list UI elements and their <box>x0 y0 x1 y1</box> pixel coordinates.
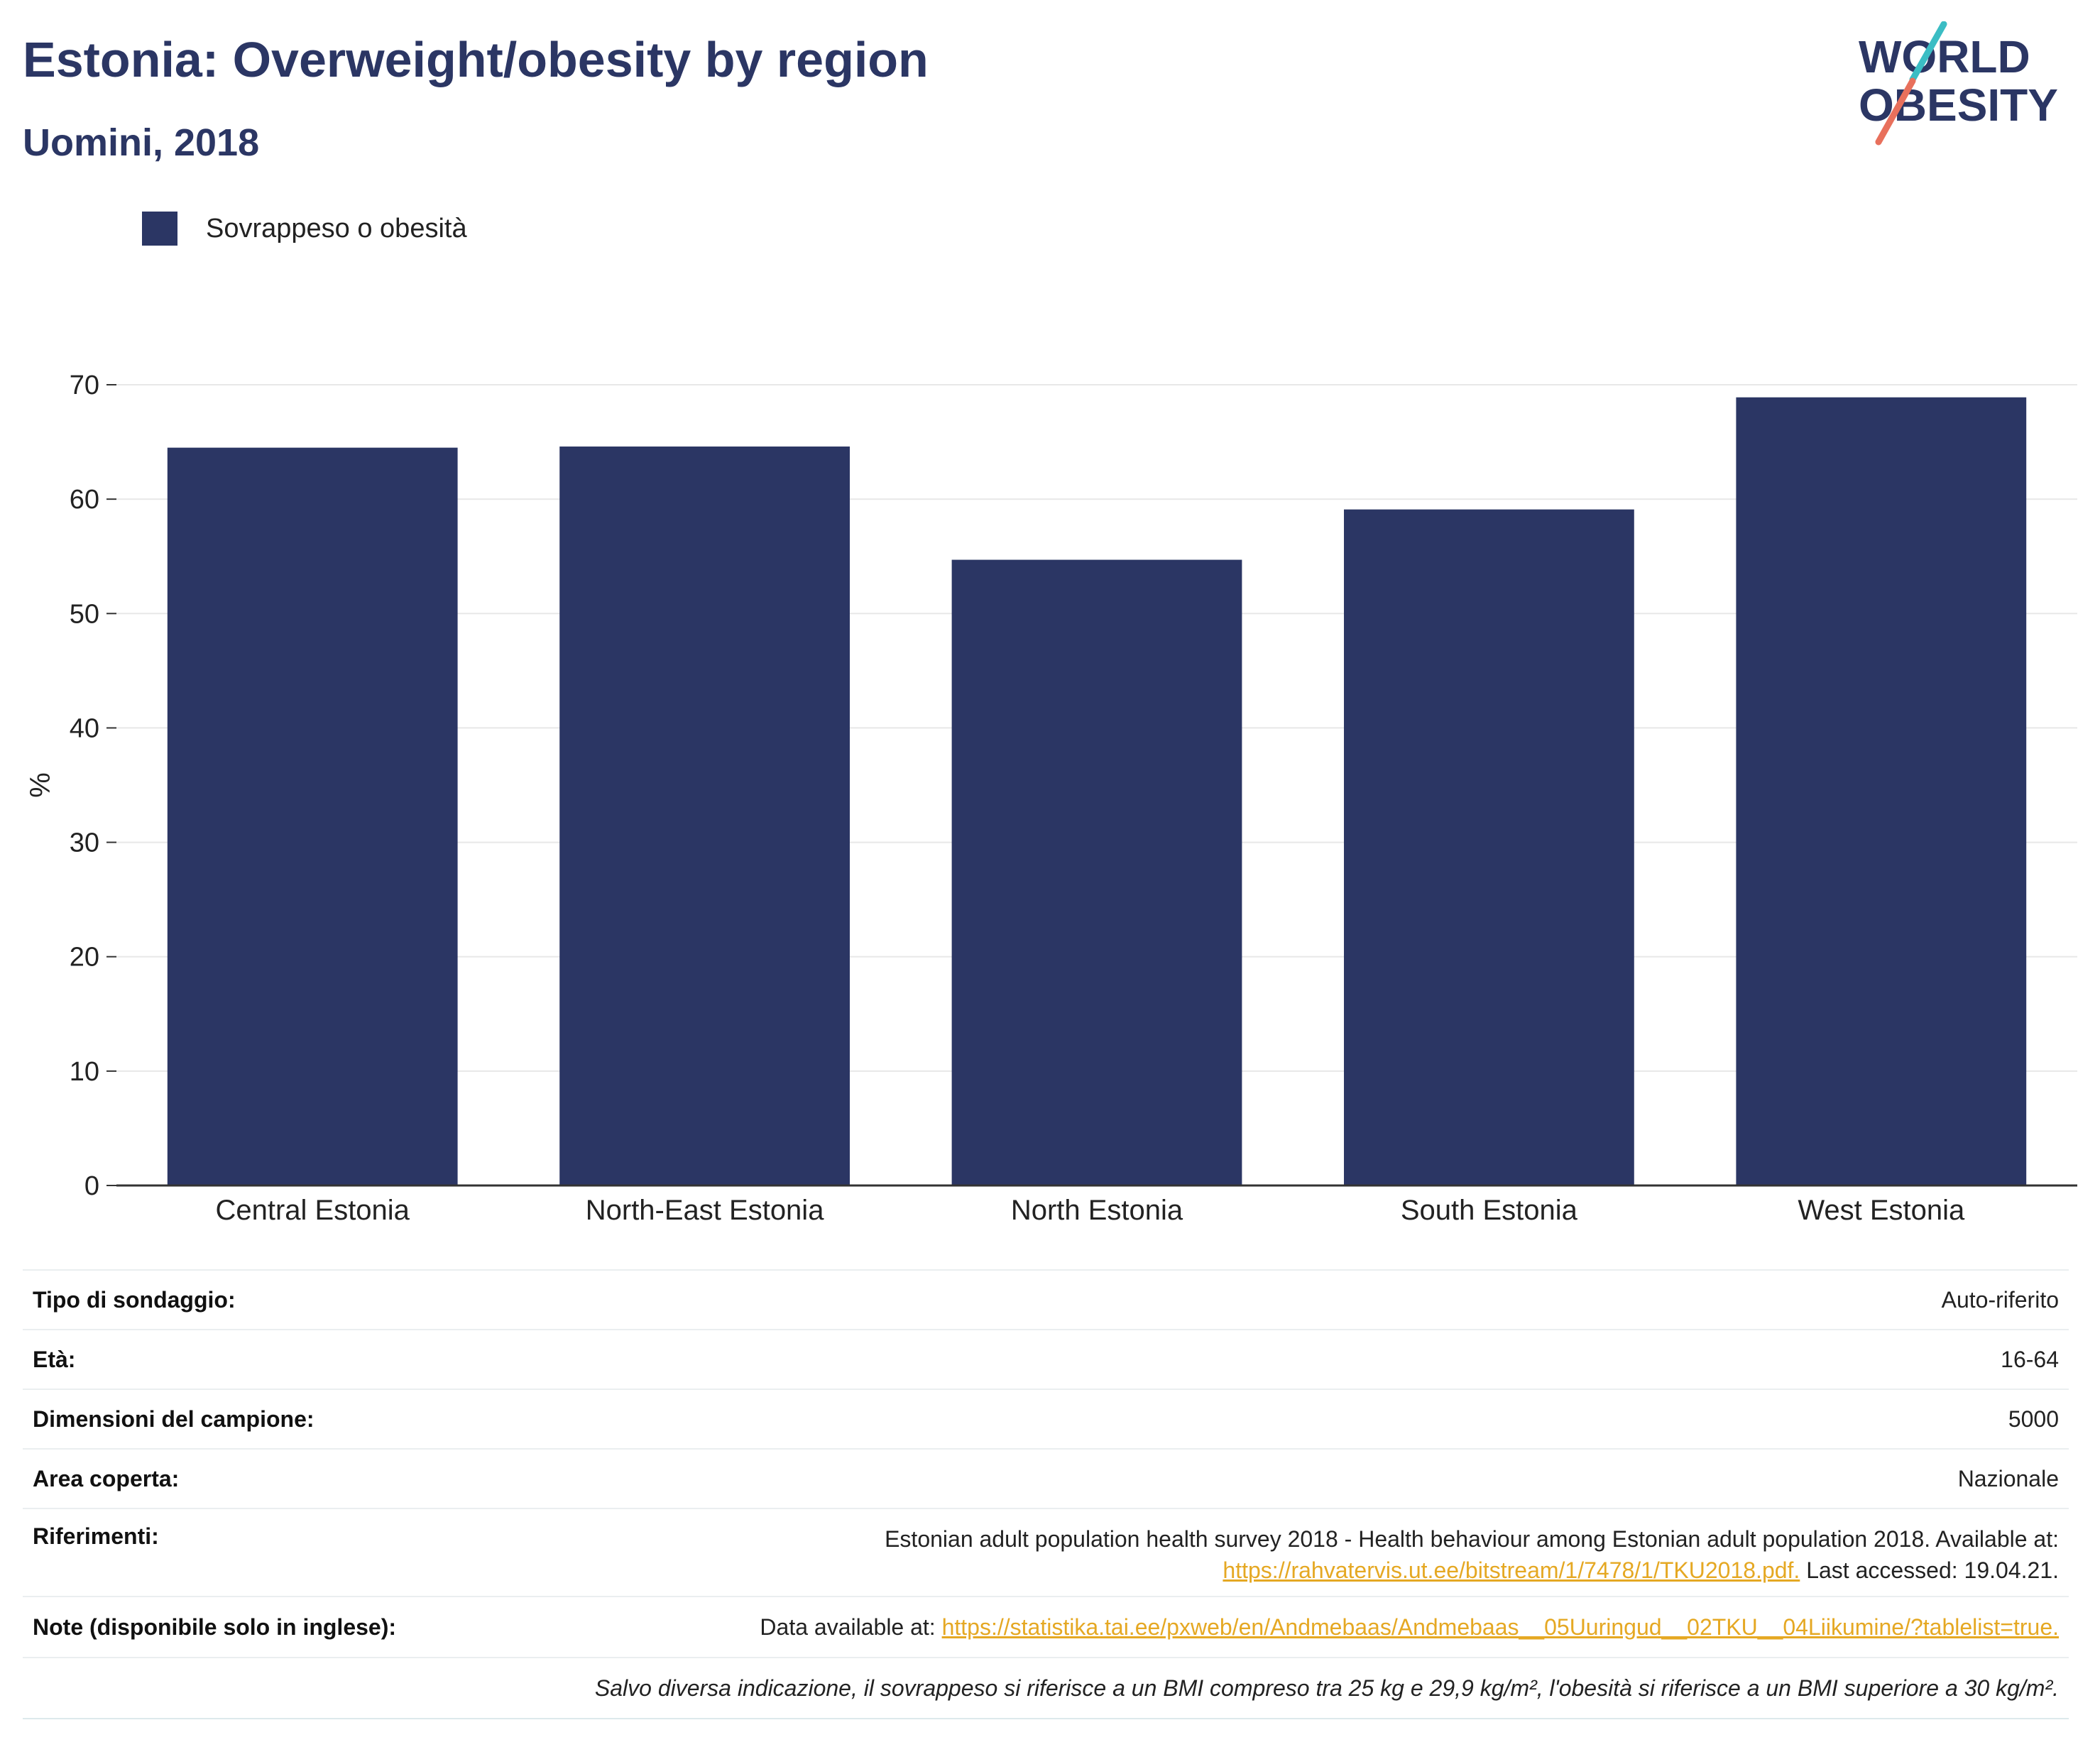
sample-size-label: Dimensioni del campione: <box>33 1406 315 1432</box>
y-tick-label: 30 <box>70 828 99 858</box>
notes-prefix: Data available at: <box>760 1614 936 1640</box>
area-value: Nazionale <box>1957 1465 2059 1491</box>
y-tick-label: 40 <box>70 713 99 743</box>
x-tick-label: South Estonia <box>1401 1195 1578 1226</box>
sample-size-value: 5000 <box>2008 1406 2059 1432</box>
y-tick-label: 20 <box>70 943 99 973</box>
y-tick-label: 60 <box>70 485 99 515</box>
info-table: Tipo di sondaggio: Auto-riferito Età: 16… <box>23 1269 2069 1719</box>
y-tick-label: 50 <box>70 599 99 629</box>
bar-chart: 0 10 20 30 40 50 60 70% Central Estonia North-Eas… <box>25 371 2077 1226</box>
bar <box>1736 397 2027 1185</box>
notes-label: Note (disponibile solo in inglese): <box>33 1614 397 1640</box>
y-tick-label: 70 <box>70 371 99 400</box>
info-row-sample-size: Dimensioni del campione: 5000 <box>23 1389 2069 1448</box>
bar <box>1344 509 1634 1185</box>
survey-type-value: Auto-riferito <box>1941 1286 2059 1313</box>
legend: Sovrappeso o obesità <box>142 212 467 246</box>
area-label: Area coperta: <box>33 1465 180 1491</box>
references-link[interactable]: https://rahvatervis.ut.ee/bitstream/1/74… <box>1223 1557 1800 1583</box>
x-tick-label: West Estonia <box>1798 1195 1965 1226</box>
legend-label: Sovrappeso o obesità <box>206 213 467 243</box>
info-row-notes: Note (disponibile solo in inglese): Data… <box>23 1596 2069 1657</box>
world-obesity-logo: WORLD OBESITY <box>1859 21 2058 146</box>
logo-word-1: WORLD <box>1859 31 2030 82</box>
notes-link[interactable]: https://statistika.tai.ee/pxweb/en/Andme… <box>941 1614 2059 1640</box>
page-title: Estonia: Overweight/obesity by region <box>23 32 929 87</box>
age-value: 16-64 <box>2001 1346 2059 1372</box>
footnote: Salvo diversa indicazione, il sovrappeso… <box>594 1675 2059 1701</box>
x-tick-label: Central Estonia <box>215 1195 410 1226</box>
info-row-footnote: Salvo diversa indicazione, il sovrappeso… <box>23 1657 2069 1719</box>
bar <box>559 447 850 1186</box>
y-tick-label: 0 <box>84 1171 99 1201</box>
logo-slash-top <box>1909 21 1947 83</box>
references-label: Riferimenti: <box>33 1523 159 1549</box>
x-tick-label: North Estonia <box>1011 1195 1183 1226</box>
bar <box>951 559 1242 1185</box>
notes-value: Data available at: https://statistika.ta… <box>760 1614 2059 1641</box>
references-value: Estonian adult population health survey … <box>885 1523 2059 1586</box>
info-row-survey-type: Tipo di sondaggio: Auto-riferito <box>23 1269 2069 1329</box>
references-last-accessed: Last accessed: 19.04.21. <box>1806 1557 2059 1583</box>
x-tick-label: North-East Estonia <box>586 1195 824 1226</box>
info-row-references: Riferimenti: Estonian adult population h… <box>23 1508 2069 1596</box>
logo-slash-bottom <box>1875 77 1916 146</box>
info-row-age: Età: 16-64 <box>23 1329 2069 1389</box>
references-text: Estonian adult population health survey … <box>885 1526 2059 1552</box>
info-row-area: Area coperta: Nazionale <box>23 1448 2069 1508</box>
page-subtitle: Uomini, 2018 <box>23 121 260 164</box>
y-axis-label: % <box>25 772 56 798</box>
age-label: Età: <box>33 1346 76 1372</box>
survey-type-label: Tipo di sondaggio: <box>33 1286 236 1313</box>
bar <box>167 447 458 1185</box>
y-tick-label: 10 <box>70 1057 99 1087</box>
legend-swatch <box>142 212 177 246</box>
